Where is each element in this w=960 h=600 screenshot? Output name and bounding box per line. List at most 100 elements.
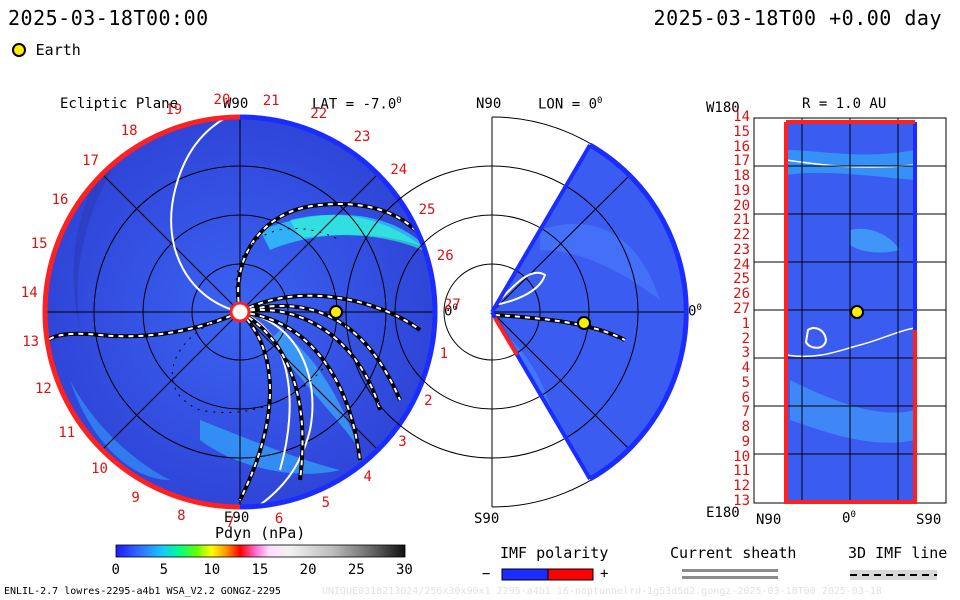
sphere-y-label: 19 [733, 182, 750, 199]
sphere-title: R = 1.0 AU [802, 96, 887, 112]
sphere-y-label: 23 [733, 241, 750, 258]
carrington-number: 24 [390, 162, 408, 179]
sphere-y-label: 6 [741, 389, 750, 406]
imf-polarity-minus: − [482, 566, 491, 582]
sun-icon [229, 301, 251, 323]
sphere-y-label: 17 [733, 153, 750, 170]
colorbar-tick-label: 5 [159, 562, 169, 578]
sphere-y-label: 22 [733, 227, 750, 244]
carrington-number: 10 [91, 461, 108, 478]
imf-polarity-plus: + [600, 566, 609, 582]
carrington-number: 20 [213, 91, 231, 108]
meridional-lon-degree: 0 [597, 96, 603, 106]
carrington-number: 23 [353, 129, 371, 146]
carrington-number: 27 [443, 296, 461, 313]
earth-icon-meridional [577, 316, 591, 330]
sphere-x-label-s90: S90 [916, 512, 942, 528]
ecliptic-lat-degree: 0 [396, 96, 402, 106]
colorbar-tick-label: 15 [251, 562, 269, 578]
ecliptic-title: Ecliptic Plane [60, 96, 179, 112]
carrington-number: 26 [436, 248, 454, 265]
sphere-x-label-0-text: 0 [842, 510, 851, 527]
colorbar-tick-label: 30 [396, 562, 413, 578]
carrington-number: 17 [82, 153, 99, 170]
carrington-number: 22 [310, 105, 328, 122]
sphere-x-label-0: 00 [842, 510, 856, 527]
imf-polarity-title: IMF polarity [500, 544, 609, 562]
sphere-y-label: 10 [733, 448, 750, 465]
imf-line-legend [850, 570, 937, 580]
carrington-number: 21 [262, 93, 280, 110]
sphere-y-label: 9 [741, 433, 750, 450]
footer-run-id: UNIQUE0318213024/256x30x90x1 2295-a4b1 1… [322, 586, 882, 597]
sphere-y-label: 20 [733, 197, 750, 214]
ecliptic-panel [42, 114, 438, 510]
colorbar-title: Pdyn (nPa) [215, 524, 306, 542]
sphere-y-label: 26 [733, 286, 750, 303]
sphere-y-label: 4 [741, 360, 750, 377]
meridional-right-label: 00 [688, 303, 702, 320]
sphere-y-label: 18 [733, 168, 750, 185]
colorbar-tick-label: 10 [203, 562, 221, 578]
earth-icon-sphere [850, 305, 864, 319]
left-datetime: 2025-03-18T00:00 [8, 6, 209, 30]
sphere-y-label: 14 [733, 109, 750, 125]
carrington-number: 3 [398, 434, 407, 451]
meridional-top-label: N90 [476, 96, 502, 112]
carrington-number: 11 [58, 424, 76, 441]
ecliptic-lat-text: LAT = -7.0 [312, 96, 397, 113]
sphere-y-label: 16 [733, 138, 750, 155]
earth-marker-icon [12, 43, 26, 57]
carrington-number: 5 [321, 495, 331, 512]
ecliptic-top-label: W90 [223, 96, 249, 112]
colorbar [115, 544, 406, 558]
sphere-x-label-n90: N90 [756, 512, 782, 528]
earth-icon [329, 305, 343, 319]
meridional-lon-label: LON = 00 [538, 96, 602, 113]
footer-model-info: ENLIL-2.7 lowres-2295-a4b1 WSA_V2.2 GONG… [4, 586, 281, 597]
sphere-y-label: 8 [741, 419, 750, 436]
sphere-y-label: 1 [741, 315, 750, 332]
carrington-number: 1 [439, 345, 449, 362]
meridional-lon-text: LON = 0 [538, 96, 598, 113]
sphere-y-label: 11 [733, 463, 750, 480]
sphere-y-label: 13 [733, 493, 750, 509]
boundary-positive [239, 114, 438, 510]
sphere-top-left-label: W180 [706, 100, 740, 116]
sphere-y-label: 24 [733, 256, 750, 273]
sphere-panel [753, 117, 947, 504]
sphere-y-label: 12 [733, 478, 750, 495]
carrington-number: 14 [20, 284, 38, 301]
current-sheath-title: Current sheath [670, 544, 797, 562]
colorbar-tick-label: 0 [111, 562, 120, 578]
right-datetime: 2025-03-18T00 +0.00 day [653, 6, 942, 30]
sphere-y-label: 25 [733, 271, 750, 288]
carrington-number: 2 [424, 392, 433, 409]
sphere-bottom-left-label: E180 [706, 505, 740, 521]
carrington-number: 16 [51, 191, 69, 208]
sphere-x-degree: 0 [850, 510, 856, 520]
ecliptic-right-text: 0 [444, 303, 453, 320]
carrington-number: 18 [120, 122, 138, 139]
carrington-number: 12 [34, 381, 52, 398]
imf-polarity-legend [501, 568, 594, 581]
carrington-number: 19 [165, 101, 183, 118]
meridional-bottom-label: S90 [474, 511, 500, 527]
carrington-number: 4 [363, 469, 372, 486]
colorbar-tick-label: 25 [347, 562, 365, 578]
carrington-number: 25 [418, 202, 436, 219]
ecliptic-right-label: 00 [444, 303, 458, 320]
meridional-panel [345, 116, 689, 508]
carrington-number: 13 [22, 333, 40, 350]
carrington-number: 7 [225, 514, 235, 531]
sphere-y-label: 15 [733, 123, 750, 140]
ecliptic-lat-label: LAT = -7.00 [312, 96, 402, 113]
colorbar-tick-label: 20 [299, 562, 317, 578]
carrington-number: 8 [177, 507, 186, 524]
carrington-number: 9 [131, 489, 140, 506]
earth-legend-label: Earth [35, 41, 81, 59]
sphere-y-label: 27 [733, 301, 750, 317]
sphere-y-label: 7 [741, 404, 750, 421]
boundary-negative [42, 114, 241, 510]
